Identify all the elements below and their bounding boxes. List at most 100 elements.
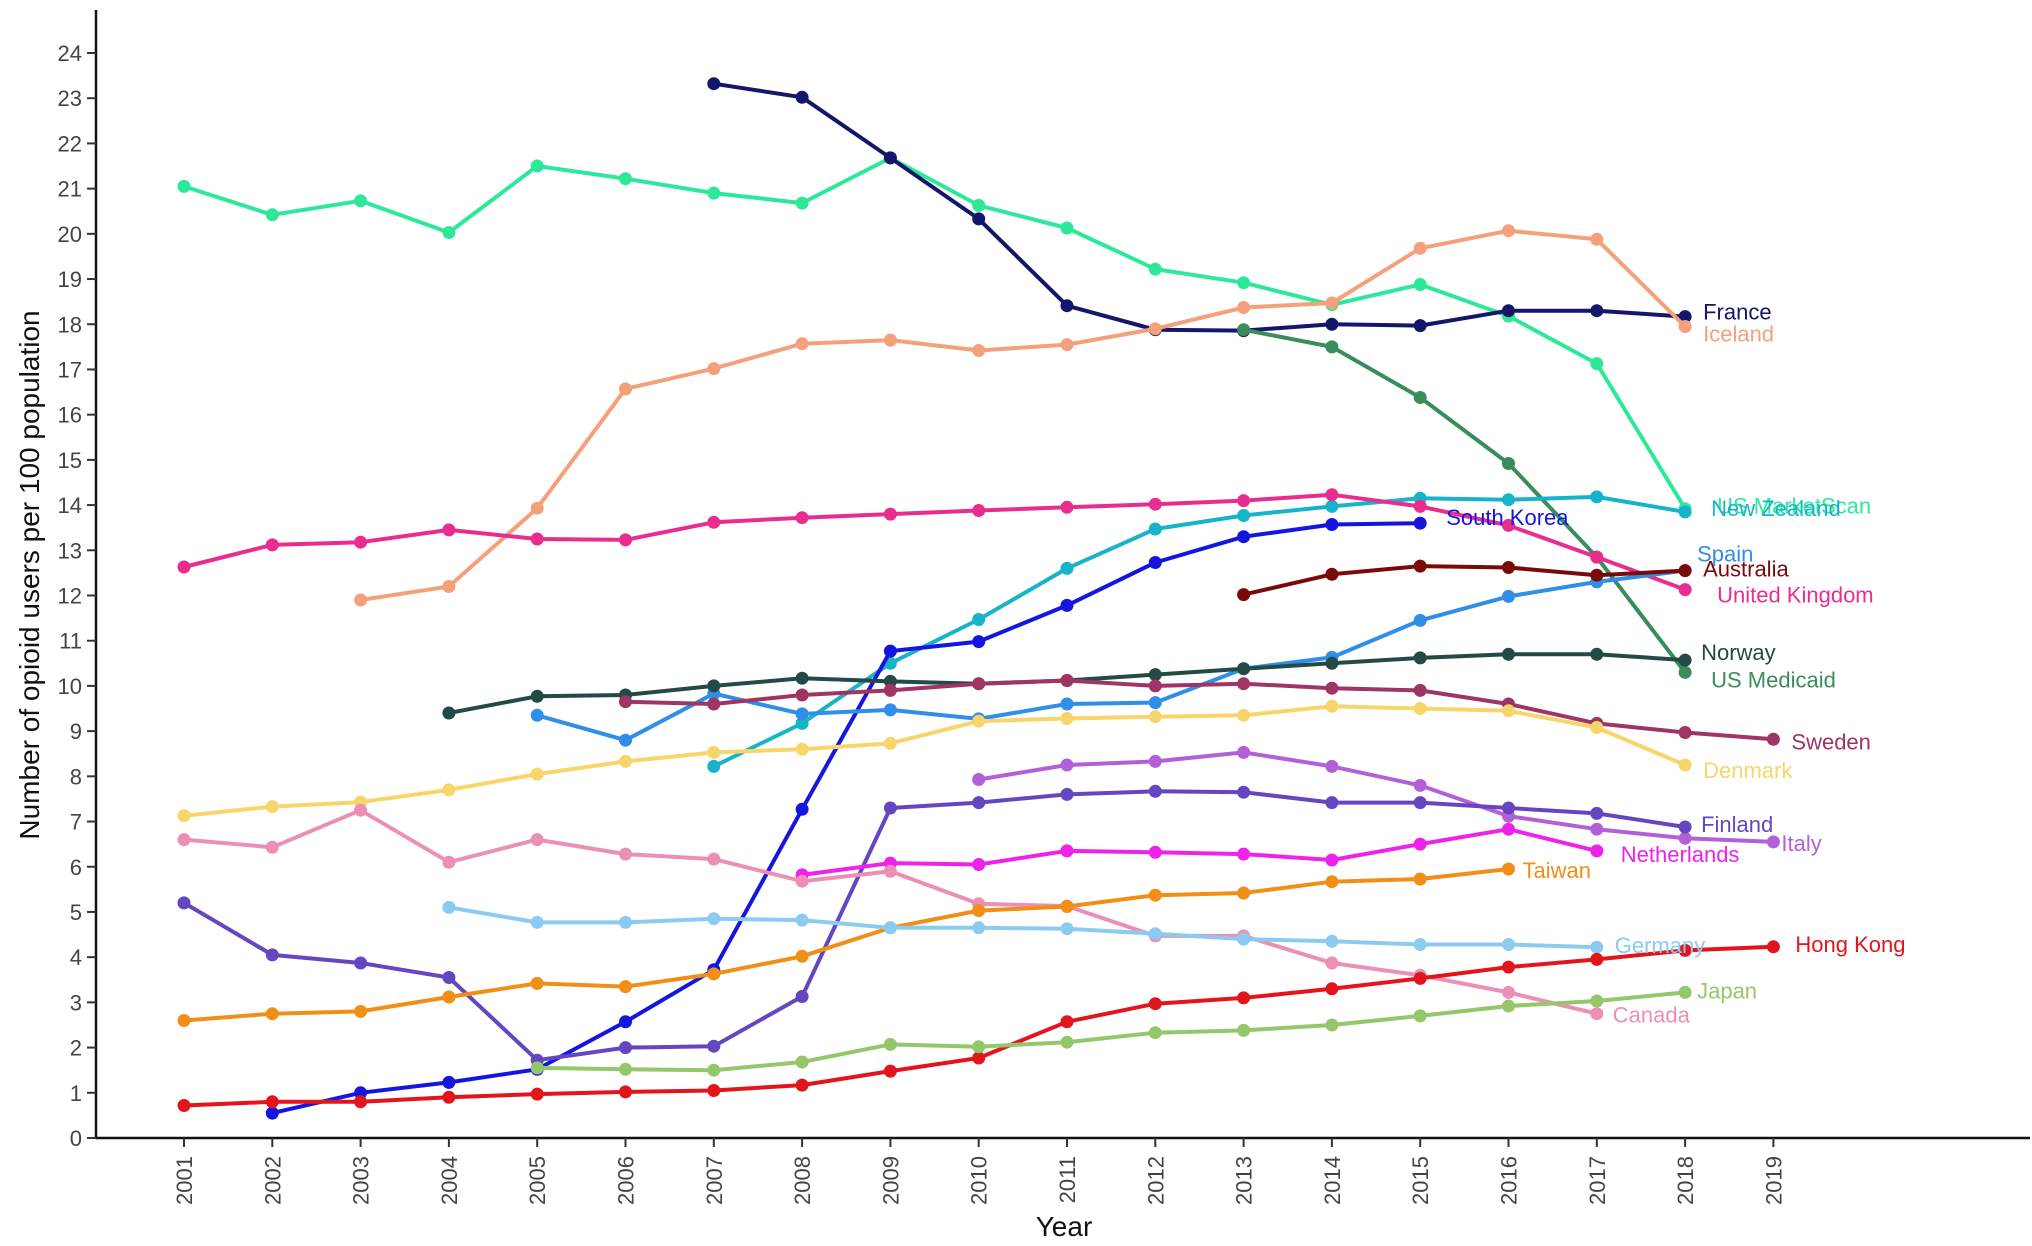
y-tick-label: 13	[58, 538, 82, 563]
data-point	[1325, 853, 1339, 867]
data-point	[1325, 1018, 1339, 1032]
data-point	[354, 593, 368, 607]
data-point	[1148, 679, 1162, 693]
y-tick-label: 22	[58, 131, 82, 156]
data-point	[795, 874, 809, 888]
data-point	[972, 1051, 986, 1065]
data-point	[1060, 674, 1074, 687]
series-lines	[177, 77, 1780, 1120]
data-point	[442, 1075, 456, 1089]
data-point	[795, 913, 809, 927]
data-point	[265, 1007, 279, 1021]
data-point	[795, 90, 809, 104]
data-point	[1060, 1015, 1074, 1029]
data-point	[707, 759, 721, 773]
series-label-japan: Japan	[1697, 978, 1757, 1003]
data-point	[883, 644, 897, 658]
series-line-new-zealand	[711, 494, 1688, 769]
data-point	[1148, 556, 1162, 569]
data-point	[1590, 357, 1604, 371]
data-point	[795, 1055, 809, 1069]
series-line-taiwan	[182, 867, 1511, 1023]
series-japan	[530, 985, 1692, 1077]
data-point	[177, 1099, 191, 1112]
data-point	[1413, 778, 1427, 792]
y-tick-label: 15	[58, 448, 82, 473]
data-point	[707, 1063, 721, 1077]
data-point	[442, 523, 456, 537]
data-point	[442, 1090, 456, 1104]
data-point	[1148, 997, 1162, 1011]
data-point	[883, 864, 897, 878]
series-label-australia: Australia	[1703, 557, 1789, 582]
data-point	[1413, 938, 1427, 951]
x-tick-label: 2010	[967, 1156, 992, 1205]
series-line-france	[711, 81, 1688, 333]
data-point	[972, 796, 986, 810]
data-point	[1148, 668, 1162, 682]
data-point	[177, 833, 191, 847]
y-tick-label: 11	[59, 629, 82, 654]
data-point	[707, 77, 721, 91]
data-point	[530, 1061, 544, 1075]
data-point	[1413, 559, 1427, 573]
data-point	[619, 754, 632, 768]
series-line-sweden	[623, 678, 1776, 742]
data-point	[1590, 994, 1604, 1008]
data-point	[883, 333, 897, 347]
data-point	[795, 716, 809, 730]
data-point	[619, 533, 632, 547]
data-point	[619, 382, 632, 396]
y-tick-label: 14	[58, 493, 82, 518]
data-point	[1590, 806, 1604, 820]
x-tick-label: 2017	[1585, 1156, 1610, 1205]
data-point	[1502, 457, 1515, 470]
y-tick-label: 5	[70, 900, 82, 925]
data-point	[795, 949, 809, 963]
data-point	[619, 915, 632, 929]
data-point	[1060, 598, 1074, 612]
series-france	[707, 77, 1692, 338]
data-point	[354, 803, 368, 817]
data-point	[1060, 299, 1074, 313]
data-point	[1060, 787, 1074, 801]
data-point	[619, 1085, 632, 1099]
data-point	[1060, 712, 1074, 725]
series-label-sweden: Sweden	[1791, 729, 1871, 754]
x-tick-label: 2016	[1497, 1156, 1522, 1205]
data-point	[1590, 232, 1604, 246]
series-label-new-zealand: New Zealand	[1711, 496, 1841, 521]
y-tick-label: 2	[70, 1036, 82, 1061]
data-point	[707, 679, 721, 693]
series-label-canada: Canada	[1613, 1003, 1691, 1028]
series-line-hong-kong	[182, 944, 1776, 1108]
data-point	[883, 736, 897, 750]
data-point	[1678, 310, 1692, 324]
y-tick-label: 1	[70, 1081, 82, 1106]
data-point	[883, 1037, 897, 1051]
data-point	[795, 990, 809, 1003]
x-tick-label: 2015	[1408, 1156, 1433, 1205]
data-point	[1678, 943, 1692, 957]
data-point	[1060, 922, 1074, 936]
data-point	[265, 1106, 279, 1120]
data-point	[1060, 338, 1074, 352]
data-point	[619, 1062, 632, 1076]
x-axis-ticks: 2001 2002 2003 2004 2005 2006 2007 2008 2009 2010…	[172, 1138, 1786, 1205]
series-line-denmark	[182, 704, 1688, 818]
data-point	[1237, 991, 1251, 1005]
series-label-denmark: Denmark	[1703, 758, 1793, 783]
data-point	[972, 677, 986, 691]
data-point	[1325, 340, 1339, 354]
data-point	[177, 1014, 191, 1027]
data-point	[530, 915, 544, 929]
data-point	[530, 532, 544, 546]
data-point	[707, 912, 721, 926]
data-point	[442, 855, 456, 869]
data-point	[1413, 516, 1427, 530]
data-point	[1237, 662, 1251, 676]
data-point	[1325, 934, 1339, 948]
y-tick-label: 16	[58, 403, 82, 428]
y-tick-label: 24	[58, 41, 82, 66]
data-point	[795, 688, 809, 702]
